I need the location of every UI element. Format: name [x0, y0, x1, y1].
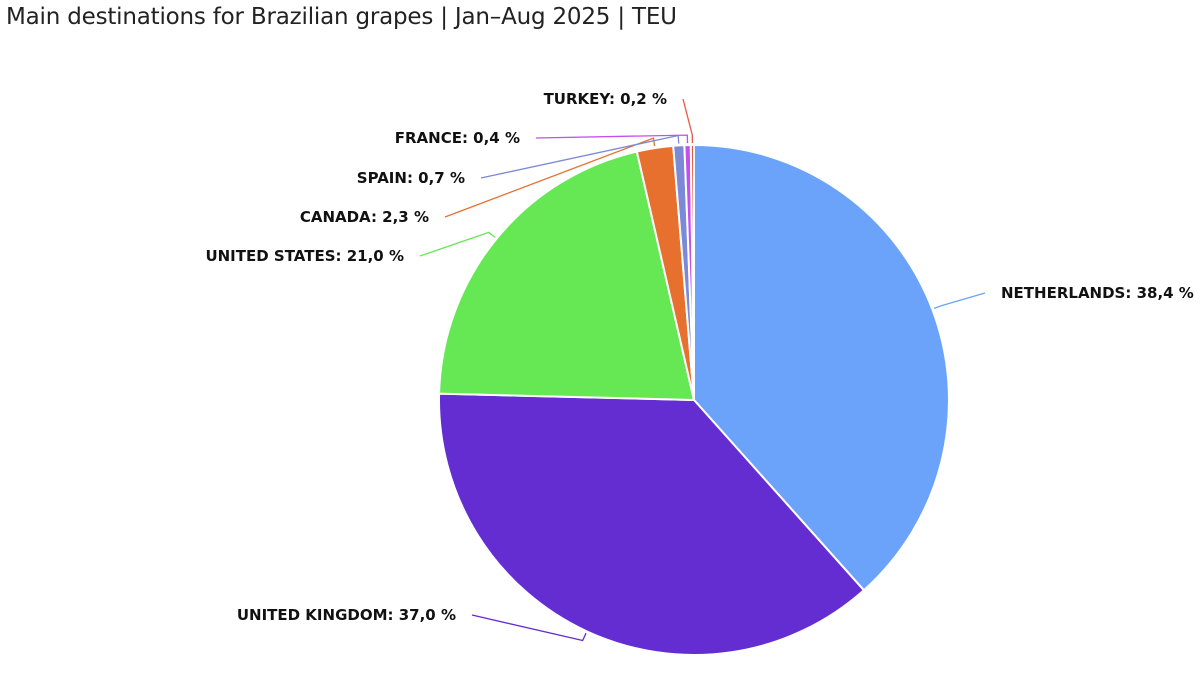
- data-label-spain: SPAIN: 0,7 %: [357, 169, 465, 187]
- data-label-united-kingdom: UNITED KINGDOM: 37,0 %: [237, 606, 456, 624]
- leader-line-canada: [444, 137, 656, 218]
- leader-line-united-kingdom: [471, 614, 587, 642]
- pie-slice-united-kingdom[interactable]: [438, 392, 865, 656]
- data-label-turkey: TURKEY: 0,2 %: [544, 90, 667, 108]
- data-label-canada: CANADA: 2,3 %: [300, 208, 429, 226]
- leader-line-france: [535, 134, 689, 144]
- leader-line-united-states: [419, 231, 496, 257]
- pie-slice-united-states[interactable]: [438, 150, 695, 401]
- data-label-france: FRANCE: 0,4 %: [395, 129, 520, 147]
- chart-title: Main destinations for Brazilian grapes |…: [6, 4, 677, 30]
- pie-slice-turkey[interactable]: [689, 143, 695, 401]
- leader-line-turkey: [682, 98, 694, 144]
- leader-line-netherlands: [933, 292, 986, 310]
- pie-slice-netherlands[interactable]: [693, 144, 950, 592]
- data-label-netherlands: NETHERLANDS: 38,4 %: [1001, 284, 1194, 302]
- data-label-united-states: UNITED STATES: 21,0 %: [205, 247, 404, 265]
